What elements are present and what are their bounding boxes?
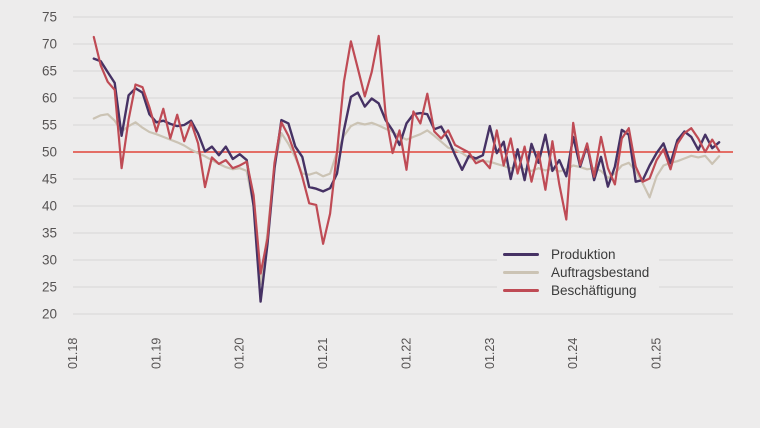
y-tick-label: 75 — [42, 10, 57, 25]
auftragsbestand-line-swatch — [503, 271, 539, 274]
x-tick-label: 01.25 — [650, 338, 664, 369]
legend-label-beschaeftigung: Beschäftigung — [551, 283, 637, 298]
y-tick-label: 45 — [42, 172, 57, 187]
gridlines — [73, 16, 733, 315]
y-tick-label: 70 — [42, 37, 57, 52]
y-tick-label: 60 — [42, 91, 57, 106]
legend-label-produktion: Produktion — [551, 247, 616, 262]
y-tick-label: 40 — [42, 199, 57, 214]
x-tick-label: 01.20 — [233, 338, 247, 369]
y-tick-label: 50 — [42, 145, 57, 160]
y-tick-label: 20 — [42, 307, 57, 322]
y-tick-label: 30 — [42, 253, 57, 268]
produktion-line — [92, 57, 721, 303]
legend-item-beschaeftigung: Beschäftigung — [503, 282, 649, 299]
x-tick-label: 01.18 — [66, 338, 80, 369]
x-tick-label: 01.21 — [316, 338, 330, 369]
x-tick-label: 01.19 — [149, 338, 163, 369]
x-tick-label: 01.24 — [566, 338, 580, 369]
auftragsbestand-line — [92, 113, 721, 286]
y-tick-label: 55 — [42, 118, 57, 133]
y-tick-label: 35 — [42, 226, 57, 241]
legend-item-auftragsbestand: Auftragsbestand — [503, 264, 649, 281]
x-tick-label: 01.23 — [483, 338, 497, 369]
data-series-lines — [92, 34, 721, 303]
y-tick-label: 65 — [42, 64, 57, 79]
produktion-line-swatch — [503, 253, 539, 256]
x-tick-label: 01.22 — [399, 338, 413, 369]
y-tick-label: 25 — [42, 280, 57, 295]
legend-label-auftragsbestand: Auftragsbestand — [551, 265, 650, 280]
beschaeftigung-line-swatch — [503, 289, 539, 292]
beschaeftigung-line — [92, 34, 721, 275]
x-axis-labels: 01.18 01.19 01.20 01.21 01.22 01.23 01.24 01.25 — [66, 338, 664, 369]
chart-legend: Produktion Auftragsbestand Beschäftigung — [497, 243, 660, 303]
legend-item-produktion: Produktion — [503, 246, 649, 263]
y-axis-labels: 20 25 30 35 40 45 50 55 60 65 70 75 — [42, 10, 57, 322]
